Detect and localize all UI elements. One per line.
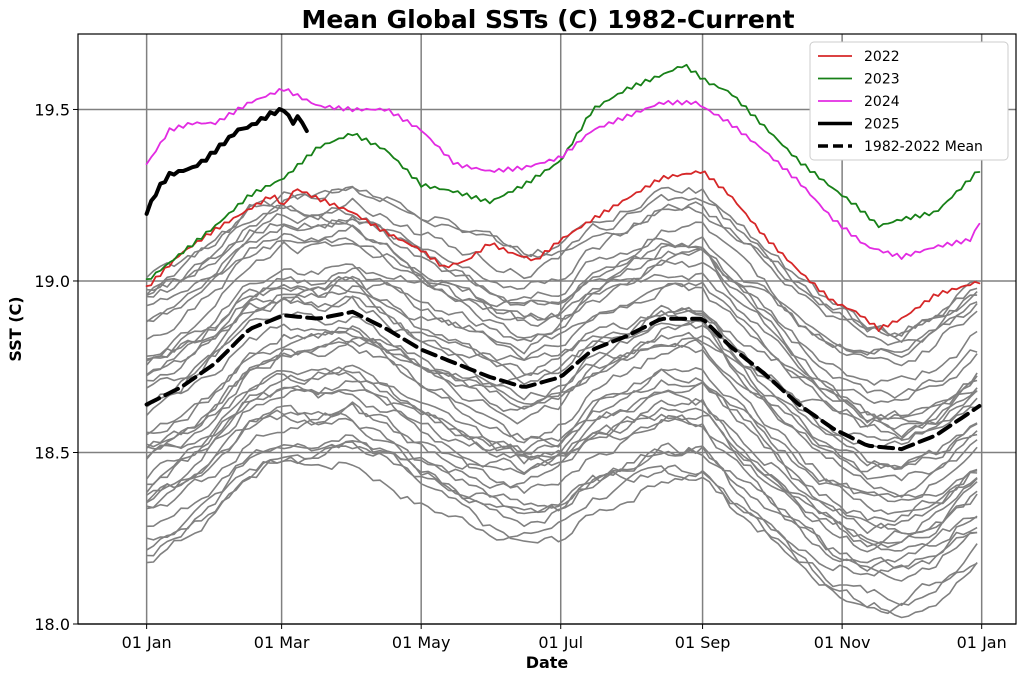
background-year-line	[146, 381, 978, 515]
legend-label: 2025	[864, 117, 900, 133]
x-axis-label: Date	[526, 653, 569, 672]
y-tick-label: 19.0	[34, 272, 70, 291]
background-years-lines	[145, 185, 978, 619]
y-tick-label: 19.5	[34, 100, 70, 119]
legend: 2022 2023 2024 2025 1982-2022 Mean	[809, 41, 1009, 161]
legend-label: 2023	[864, 72, 900, 88]
plot-frame	[77, 33, 1017, 625]
background-year-line	[145, 364, 978, 523]
background-year-line	[146, 193, 978, 337]
background-year-line	[146, 321, 978, 473]
x-tick-label: 01 May	[392, 633, 451, 652]
x-tick-label: 01 Nov	[814, 633, 871, 652]
background-year-line	[146, 401, 978, 552]
background-year-line	[146, 275, 978, 449]
series-line-2025	[144, 107, 309, 216]
background-year-line	[145, 366, 978, 499]
background-year-line	[146, 199, 978, 358]
background-year-line	[146, 341, 978, 503]
y-tick-label: 18.5	[34, 443, 70, 462]
background-year-line	[146, 330, 978, 498]
series-line-2024	[145, 88, 981, 260]
background-year-line	[146, 263, 978, 430]
background-year-line	[146, 404, 978, 577]
legend-label: 2024	[864, 94, 900, 110]
legend-label: 2022	[864, 49, 900, 65]
chart-title: Mean Global SSTs (C) 1982-Current	[301, 5, 794, 34]
y-tick-label: 18.0	[34, 615, 70, 634]
background-year-line	[146, 336, 978, 530]
axis-ticks: 01 Jan 01 Mar 01 May 01 Jul 01 Sep 01 Nov 01 J…	[34, 100, 1006, 652]
series-line-2022	[145, 170, 981, 333]
background-year-line	[146, 295, 978, 421]
background-year-line	[145, 259, 978, 438]
background-year-line	[146, 224, 978, 367]
x-tick-label: 01 Mar	[254, 633, 310, 652]
background-year-line	[146, 456, 978, 607]
background-year-line	[146, 445, 978, 615]
background-year-line	[146, 397, 978, 535]
y-axis-label: SST (C)	[6, 296, 25, 361]
background-year-line	[146, 317, 978, 482]
background-year-line	[146, 215, 978, 386]
background-year-line	[146, 206, 978, 343]
legend-label: 1982-2022 Mean	[864, 139, 983, 155]
background-year-line	[146, 441, 978, 619]
background-year-line	[146, 237, 978, 405]
x-tick-label: 01 Jul	[538, 633, 583, 652]
background-year-line	[146, 185, 978, 346]
x-tick-label: 01 Jan	[957, 633, 1007, 652]
x-tick-label: 01 Jan	[122, 633, 172, 652]
background-year-line	[146, 282, 978, 426]
highlight-series	[144, 63, 982, 452]
x-tick-label: 01 Sep	[675, 633, 731, 652]
background-year-line	[146, 366, 978, 553]
background-year-line	[146, 412, 978, 572]
series-line-1982-2022-mean	[144, 309, 982, 452]
background-year-line	[146, 237, 978, 399]
legend-box	[809, 41, 1009, 161]
